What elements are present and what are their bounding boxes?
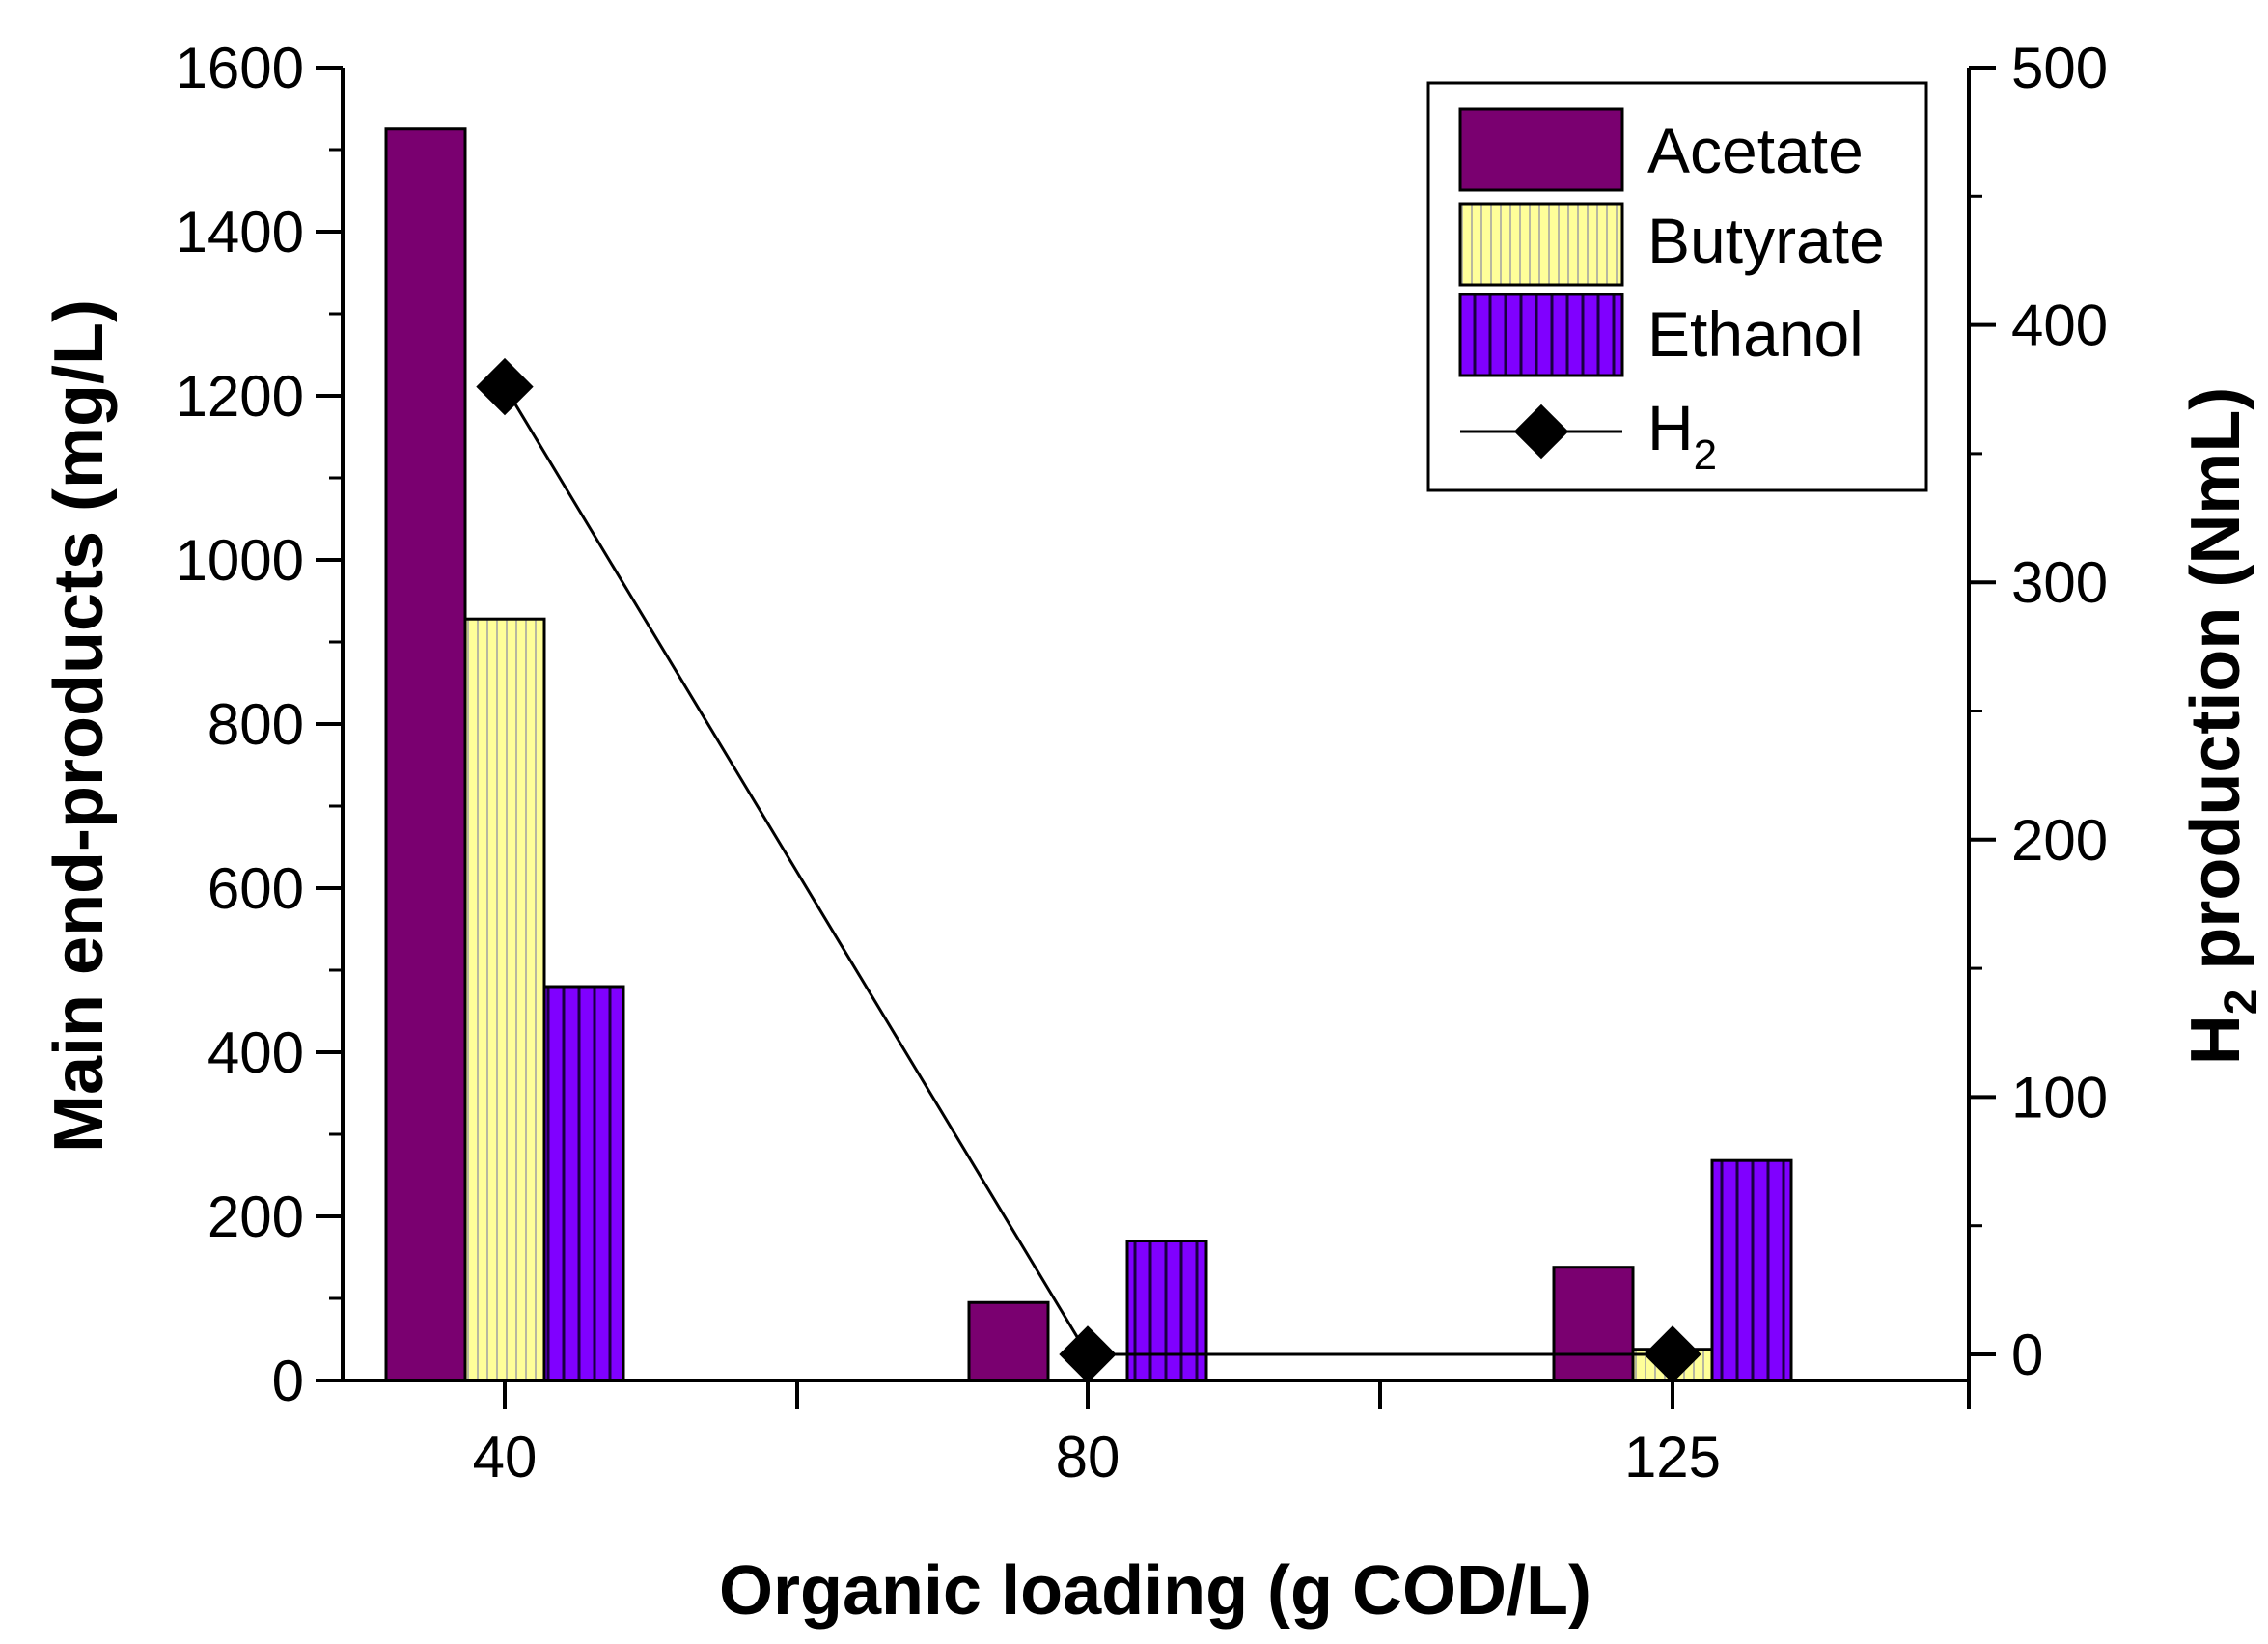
y-right-tick-label: 500 [2011, 36, 2108, 100]
bar-ethanol-125 [1710, 1158, 1793, 1382]
bar-ethanol-40 [542, 985, 625, 1382]
bar-acetate-40 [384, 127, 467, 1382]
h2-line [503, 385, 1673, 1356]
legend-label-h2: H2 [1647, 392, 1717, 479]
y-right-tick-label: 400 [2011, 293, 2108, 358]
y-left-tick-label: 600 [207, 856, 304, 921]
legend-swatch-acetate [1458, 107, 1624, 192]
y-right-tick-label: 0 [2011, 1323, 2043, 1387]
x-axis-title: Organic loading (g COD/L) [719, 1552, 1591, 1630]
y-left-tick-label: 1600 [176, 36, 304, 100]
legend-label-ethanol: Ethanol [1647, 298, 1864, 370]
legend-marker-h2 [1513, 404, 1569, 460]
x-tick-label: 125 [1624, 1425, 1721, 1490]
bar-acetate-80 [967, 1300, 1050, 1382]
h2-series-layer [476, 357, 1701, 1383]
h2-marker-125 [1644, 1325, 1701, 1383]
y-left-tick-label: 200 [207, 1184, 304, 1249]
y-axis-left-title: Main end-products (mg/L) [41, 299, 118, 1153]
y-axis-right-title-sub: 2 [2216, 989, 2267, 1016]
legend-swatch-ethanol [1458, 293, 1624, 377]
y-left-tick-label: 1400 [176, 200, 304, 265]
bars-layer [384, 127, 1793, 1382]
y-axis-right-title-rest: production (NmL) [2177, 387, 2254, 989]
legend-label-h2-sub: 2 [1694, 432, 1717, 479]
legend-label-h2-main: H [1647, 392, 1694, 463]
y-right-tick-label: 100 [2011, 1065, 2108, 1129]
bar-acetate-125 [1552, 1266, 1635, 1382]
h2-marker-80 [1059, 1325, 1117, 1383]
legend-label-butyrate: Butyrate [1647, 205, 1885, 276]
x-tick-label: 40 [473, 1425, 538, 1490]
legend-label-acetate: Acetate [1647, 115, 1864, 186]
legend: Acetate Butyrate Ethanol H2 [1426, 81, 1928, 492]
x-tick-label: 80 [1056, 1425, 1120, 1490]
y-axis-right-title: H2 production (NmL) [2177, 387, 2267, 1066]
ticks-layer: 0 200 400 600 800 1000 1200 1400 1600 0 100 200 300 4… [176, 36, 2109, 1490]
y-left-tick-label: 400 [207, 1020, 304, 1085]
y-right-tick-label: 200 [2011, 808, 2108, 873]
y-left-tick-label: 0 [272, 1349, 304, 1413]
h2-marker-40 [476, 357, 534, 416]
y-left-tick-label: 1200 [176, 364, 304, 429]
bar-ethanol-80 [1125, 1240, 1208, 1382]
y-axis-right-title-main: H [2177, 1015, 2254, 1065]
bar-butyrate-40 [463, 617, 546, 1382]
y-left-tick-label: 1000 [176, 528, 304, 593]
y-left-tick-label: 800 [207, 692, 304, 757]
y-right-tick-label: 300 [2011, 550, 2108, 615]
legend-swatch-butyrate [1458, 202, 1624, 287]
